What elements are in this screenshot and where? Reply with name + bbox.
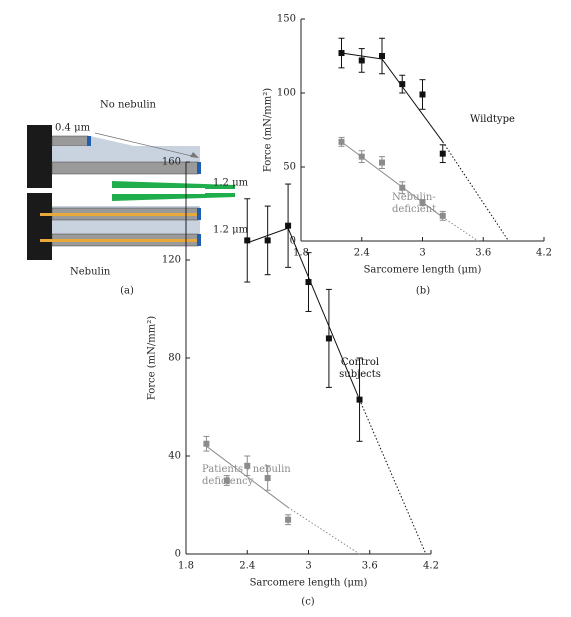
point — [285, 516, 292, 523]
y-axis-title: Force (mN/mm²) — [263, 88, 274, 172]
y-tick-label: 120 — [162, 255, 181, 266]
y-tick-label: 160 — [162, 157, 181, 168]
point — [338, 138, 345, 145]
y-tick-label: 0 — [290, 236, 296, 247]
cap — [197, 208, 201, 220]
caption: (b) — [416, 286, 430, 297]
extrapolation-line — [442, 216, 479, 242]
nebulin — [40, 213, 198, 216]
x-tick-label: 1.8 — [293, 248, 309, 259]
diagram-label: Nebulin — [70, 267, 111, 278]
x-tick-label: 4.2 — [536, 248, 552, 259]
point — [264, 475, 271, 482]
extrapolation-line — [442, 141, 509, 242]
y-tick-label: 80 — [168, 353, 181, 364]
point — [379, 159, 385, 166]
diagram: No nebulin 0.4 μm 1.2 μm 1.2 μm Nebulin … — [27, 100, 249, 297]
point — [358, 153, 365, 160]
trend-line — [341, 141, 444, 218]
x-tick-label: 1.8 — [178, 561, 194, 572]
x-tick-label: 2.4 — [354, 248, 370, 259]
thick-filament — [112, 181, 235, 189]
point — [338, 50, 345, 57]
trend-line — [341, 52, 444, 143]
point — [356, 396, 363, 403]
nebulin — [40, 239, 198, 242]
x-tick-label: 3 — [419, 248, 425, 259]
cap — [197, 234, 201, 246]
point — [399, 184, 406, 191]
extrapolation-line — [287, 507, 360, 555]
arrow-head — [190, 152, 199, 158]
thin-filament — [51, 135, 89, 147]
x-tick-label: 3 — [305, 561, 311, 572]
thick-filament — [112, 193, 235, 201]
point — [285, 222, 292, 229]
point — [325, 335, 332, 342]
caption: (a) — [120, 286, 134, 297]
length-label: 0.4 μm — [55, 123, 91, 134]
region — [52, 146, 200, 162]
length-label: 1.2 μm — [213, 225, 249, 236]
y-axis-title: Force (mN/mm²) — [147, 316, 158, 400]
x-axis-title: Sarcomere length (μm) — [250, 578, 368, 589]
x-tick-label: 2.4 — [239, 561, 255, 572]
series-label: Control subjects — [339, 357, 381, 380]
point — [358, 57, 365, 64]
point — [439, 150, 446, 157]
x-tick-label: 3.6 — [362, 561, 378, 572]
diagram-label: No nebulin — [100, 100, 157, 111]
x-axis-title: Sarcomere length (μm) — [364, 265, 482, 276]
extrapolation-line — [359, 399, 427, 555]
arrow — [94, 132, 197, 158]
point — [305, 279, 312, 286]
y-tick-label: 100 — [277, 88, 296, 99]
point — [379, 53, 385, 59]
y-tick-label: 50 — [283, 162, 296, 173]
point — [264, 237, 271, 244]
cap — [197, 162, 201, 174]
x-tick-label: 4.2 — [423, 561, 439, 572]
point — [399, 81, 406, 88]
series-label: Patients - nebulin deficiency — [202, 464, 291, 487]
trend-line — [206, 445, 289, 508]
point — [244, 237, 251, 244]
point — [244, 462, 251, 469]
point — [419, 91, 426, 98]
y-tick-label: 0 — [175, 549, 181, 560]
point — [223, 477, 230, 484]
y-tick-label: 150 — [277, 14, 296, 25]
z-disc — [27, 193, 52, 260]
chart: 0 40 80 120 160 1.8 2.4 3 3.6 4.2 Sarcomere length… — [147, 157, 439, 608]
point — [419, 199, 426, 206]
length-label: 1.2 μm — [213, 178, 249, 189]
caption: (c) — [301, 597, 315, 608]
cap — [87, 136, 91, 146]
series-label: Nebulin-deficient — [392, 192, 437, 215]
point — [439, 212, 446, 219]
x-tick-label: 3.6 — [475, 248, 491, 259]
y-tick-label: 40 — [168, 451, 181, 462]
z-disc — [27, 125, 52, 188]
point — [203, 440, 210, 447]
chart: 0 50 100 150 1.8 2.4 3 3.6 4.2 Sarcomere length (… — [263, 14, 552, 297]
series-label: Wildtype — [470, 114, 515, 125]
